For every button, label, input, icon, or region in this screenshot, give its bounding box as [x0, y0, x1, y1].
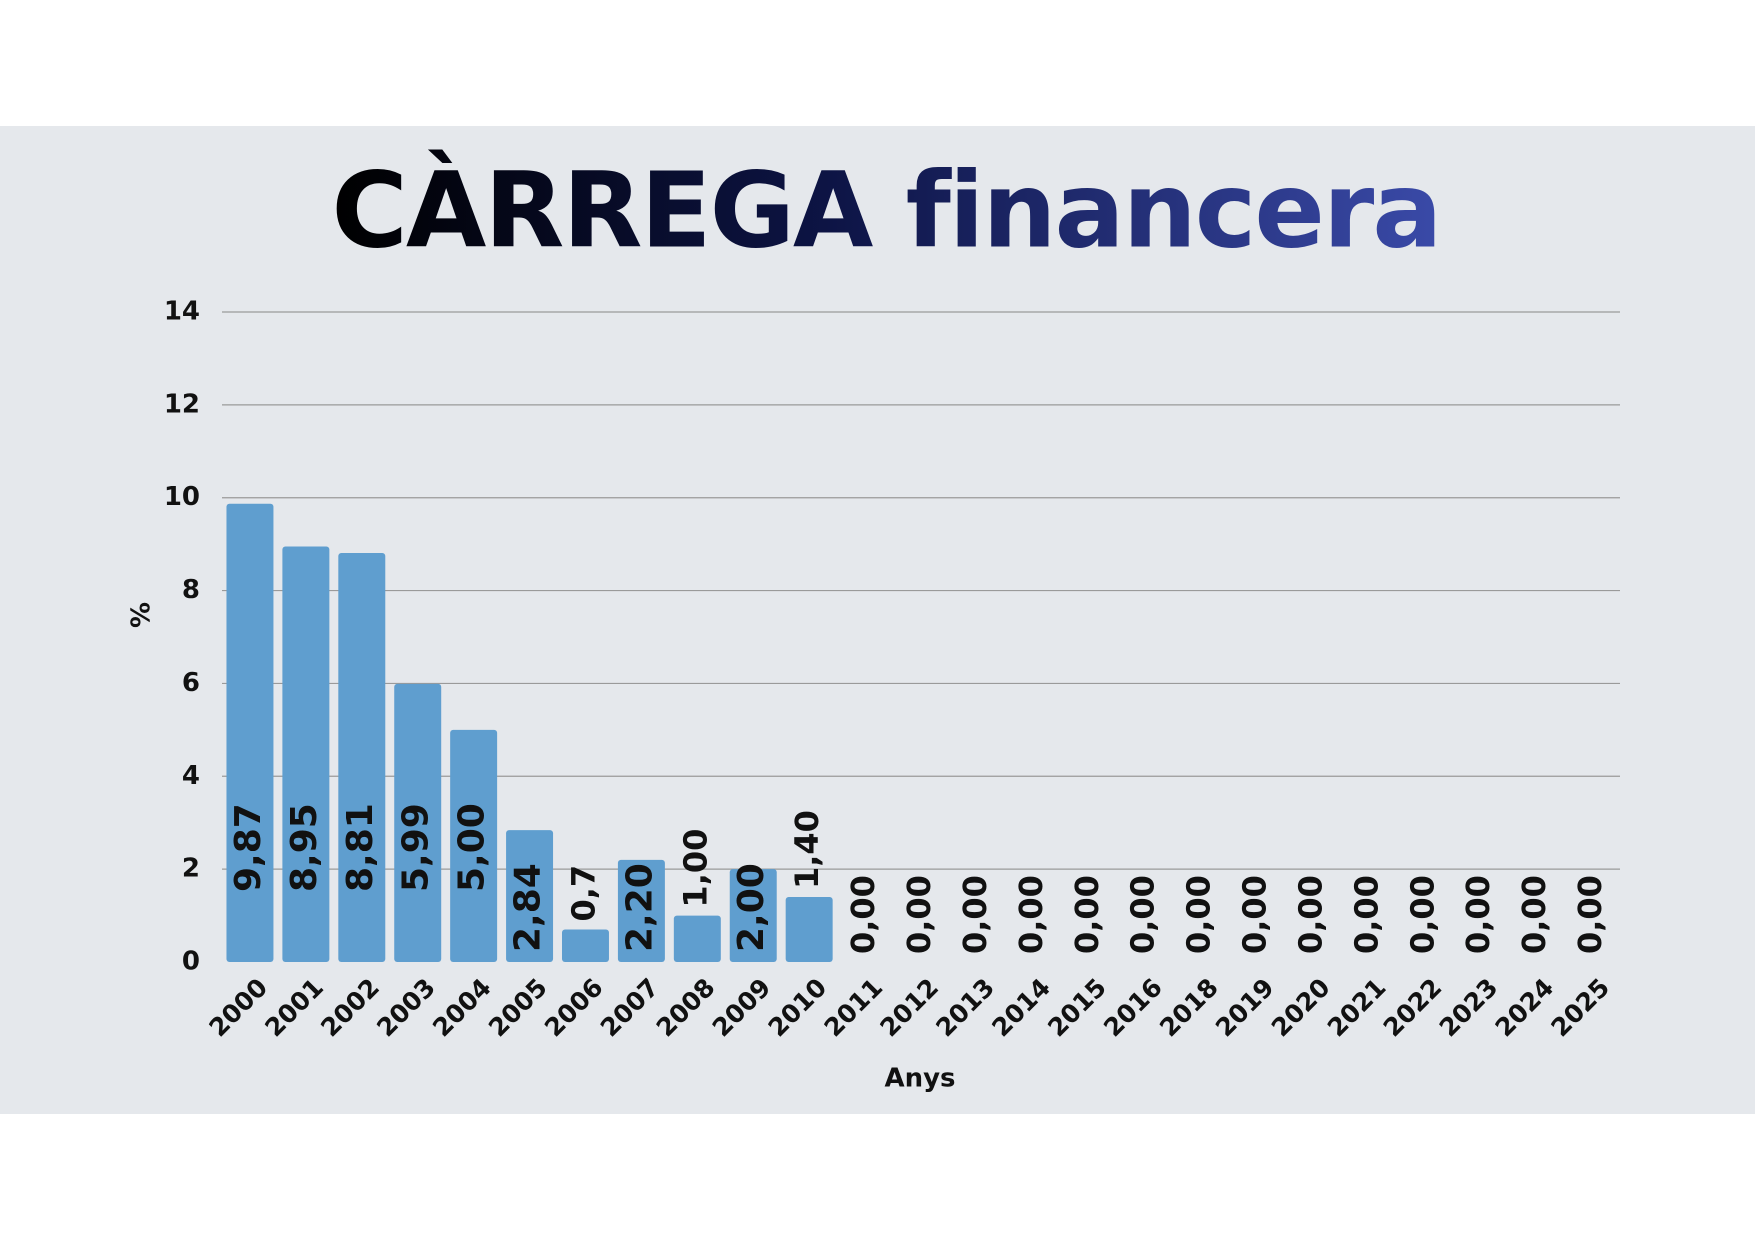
value-label: 0,00 [1012, 875, 1050, 954]
bar [617, 859, 665, 962]
chart-title: CÀRREGA financera [332, 149, 1441, 271]
value-label: 0,00 [1459, 875, 1497, 954]
value-label: 5,99 [396, 803, 437, 892]
value-label: 0,00 [1291, 875, 1329, 954]
bar [673, 915, 721, 962]
bar [506, 830, 554, 962]
value-label: 2,84 [508, 863, 549, 952]
y-tick-label: 8 [182, 575, 200, 605]
value-label: 0,00 [1515, 875, 1553, 954]
y-tick-label: 12 [164, 389, 200, 419]
value-label: 0,7 [564, 865, 602, 922]
value-label: 0,00 [844, 875, 882, 954]
y-tick-label: 10 [164, 482, 200, 512]
value-label: 8,95 [284, 803, 325, 892]
value-label: 9,87 [228, 803, 269, 892]
y-tick-label: 4 [182, 761, 200, 791]
value-label: 0,00 [1347, 875, 1385, 954]
value-label: 0,00 [900, 875, 938, 954]
value-label: 2,20 [619, 863, 660, 952]
value-label: 0,00 [956, 875, 994, 954]
value-label: 0,00 [1236, 875, 1274, 954]
y-tick-label: 6 [182, 668, 200, 698]
bar [338, 552, 386, 962]
value-label: 8,81 [340, 803, 381, 892]
value-label: 1,00 [676, 829, 714, 908]
value-label: 0,00 [1068, 875, 1106, 954]
value-label: 0,00 [1571, 875, 1609, 954]
value-label: 0,00 [1180, 875, 1218, 954]
bar [561, 929, 609, 962]
bar [226, 503, 274, 962]
bar [785, 897, 833, 962]
value-label: 0,00 [1124, 875, 1162, 954]
y-tick-label: 0 [182, 947, 200, 977]
bar [729, 869, 777, 962]
bar [450, 729, 498, 962]
value-label: 1,40 [788, 810, 826, 889]
bar [394, 683, 442, 962]
value-label: 5,00 [452, 803, 493, 892]
x-axis-title: Anys [884, 1064, 955, 1094]
y-tick-label: 2 [182, 854, 200, 884]
y-tick-label: 14 [164, 297, 200, 327]
value-label: 0,00 [1403, 875, 1441, 954]
y-axis-title: % [127, 602, 157, 628]
value-label: 2,00 [731, 863, 772, 952]
bar [282, 546, 330, 962]
